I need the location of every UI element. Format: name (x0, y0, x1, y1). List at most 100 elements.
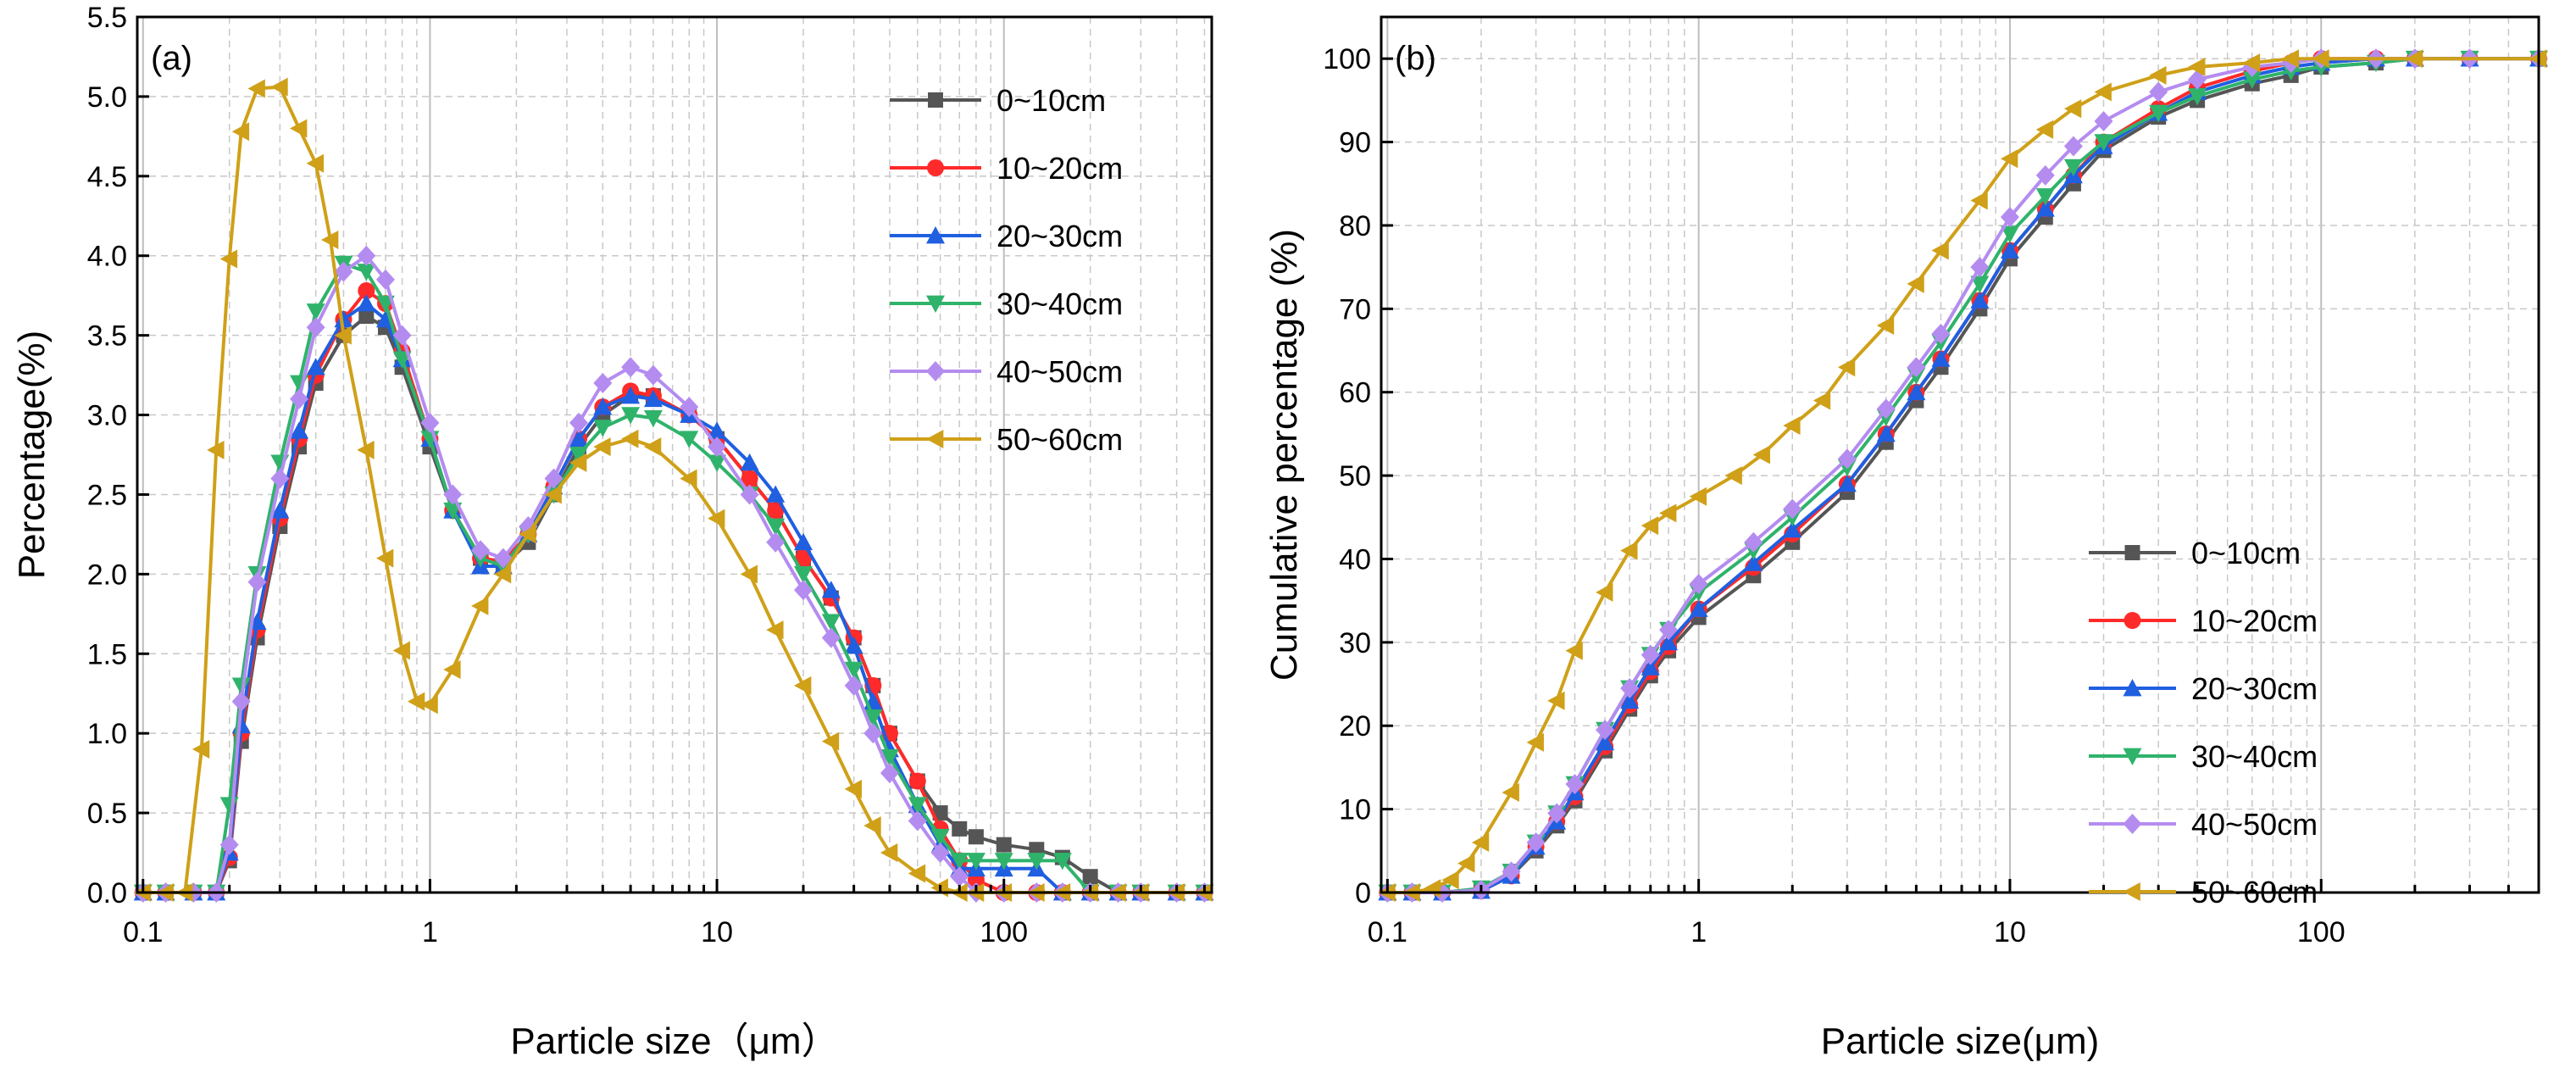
data-point-a-6 (407, 692, 425, 711)
legend-marker-a-3 (926, 226, 945, 244)
data-point-a-5 (247, 571, 267, 592)
data-point-b-6 (1970, 191, 1988, 210)
data-point-b-6 (1547, 691, 1565, 710)
legend-marker-b-2 (2124, 612, 2141, 629)
data-point-a-5 (766, 531, 786, 553)
x-tick-label-b: 10 (1994, 916, 2026, 948)
x-tick-label-b: 1 (1690, 916, 1707, 948)
legend-label-a-6: 50~60cm (997, 422, 1123, 457)
x-tick-label-a: 0.1 (123, 916, 163, 948)
legend-marker-a-5 (926, 361, 945, 381)
y-tick-label-a: 2.5 (87, 479, 127, 511)
y-tick-label-a: 2.0 (87, 559, 127, 591)
data-point-b-6 (1876, 316, 1895, 336)
x-axis-title-b: Particle size(μm) (1821, 1021, 2100, 1062)
data-point-b-6 (2149, 65, 2167, 85)
data-point-b-6 (2312, 49, 2329, 69)
data-point-a-6 (908, 864, 926, 883)
data-point-b-6 (2281, 49, 2300, 69)
data-point-b-5 (1783, 498, 1802, 520)
data-point-b-6 (2188, 58, 2206, 77)
data-point-b-5 (1596, 720, 1615, 741)
data-point-b-3 (1876, 424, 1896, 442)
legend-marker-b-3 (2123, 679, 2142, 697)
data-point-a-3 (306, 358, 325, 375)
data-point-a-5 (930, 843, 950, 864)
data-point-a-6 (621, 429, 639, 448)
data-point-a-5 (219, 834, 239, 855)
data-point-b-6 (1641, 516, 1659, 536)
data-point-a-5 (569, 412, 589, 433)
data-point-a-4 (794, 566, 813, 584)
y-axis-title-b: Cumulative percentage (%) (1263, 229, 1305, 681)
y-tick-label-b: 100 (1323, 43, 1371, 75)
data-point-a-4 (966, 853, 985, 870)
data-point-b-3 (1689, 599, 1708, 617)
data-point-b-6 (1526, 732, 1544, 752)
x-tick-label-a: 100 (980, 916, 1028, 948)
data-point-b-4 (2149, 104, 2168, 123)
data-point-a-3 (270, 501, 290, 519)
data-point-a-4 (863, 709, 883, 727)
data-point-a-6 (593, 437, 611, 457)
data-point-a-3 (290, 421, 309, 439)
data-point-a-6 (192, 739, 210, 759)
data-point-a-4 (908, 797, 927, 815)
data-point-b-5 (1907, 357, 1926, 378)
data-point-a-6 (306, 153, 325, 173)
data-point-a-4 (680, 431, 699, 448)
data-point-b-6 (1752, 445, 1770, 464)
legend-label-a-3: 20~30cm (997, 219, 1123, 253)
data-point-a-4 (950, 853, 969, 870)
data-point-b-6 (1441, 870, 1459, 890)
data-point-a-6 (375, 548, 394, 568)
data-point-a-5 (334, 261, 353, 282)
data-point-b-5 (1641, 644, 1660, 665)
data-point-b-3 (1659, 632, 1679, 651)
data-point-a-4 (357, 264, 376, 281)
y-tick-label-a: 3.0 (87, 400, 127, 432)
data-point-a-5 (950, 866, 969, 887)
data-point-a-5 (357, 245, 376, 266)
panel-label-b: (b) (1395, 40, 1436, 77)
data-point-a-1 (358, 309, 375, 325)
chart-panel-b: 0 10 20 30 40 50 60 70 80 90 100 0.1 1 10 100 Particle … (1263, 15, 2548, 1062)
data-point-a-5 (471, 540, 491, 561)
data-point-a-2 (358, 282, 375, 300)
data-point-b-5 (2094, 110, 2113, 131)
data-point-a-5 (270, 468, 290, 489)
data-point-a-5 (740, 484, 759, 505)
data-point-a-6 (708, 509, 725, 528)
data-point-b-3 (1837, 474, 1857, 492)
data-point-b-6 (1620, 541, 1638, 560)
data-point-b-6 (1931, 241, 1949, 260)
y-tick-label-a: 4.0 (87, 241, 127, 273)
data-point-a-4 (821, 614, 841, 631)
data-point-b-5 (1837, 448, 1857, 470)
data-point-a-5 (794, 580, 813, 601)
data-point-b-5 (2063, 136, 2083, 157)
data-point-b-5 (1502, 861, 1521, 882)
data-point-b-5 (1931, 323, 1951, 344)
data-point-b-5 (1547, 803, 1567, 824)
data-point-a-4 (569, 447, 589, 464)
y-tick-label-a: 3.5 (87, 320, 127, 353)
data-point-b-3 (1783, 520, 1802, 538)
data-point-a-4 (231, 677, 251, 695)
data-point-a-3 (569, 429, 589, 448)
data-point-a-4 (643, 409, 663, 428)
legend-label-b-2: 10~20cm (2191, 603, 2318, 638)
legend-label-b-5: 40~50cm (2191, 807, 2318, 842)
data-point-a-6 (821, 731, 840, 751)
chart-panel-a: 0.0 0.5 1.0 1.5 2.0 2.5 3.0 3.5 4.0 4.5 5.0 5.5 0.1 1… (11, 2, 1214, 1062)
data-point-a-5 (908, 810, 927, 831)
data-point-b-6 (2035, 120, 2054, 139)
plot-frame-a (136, 15, 1213, 894)
y-tick-label-b: 0 (1355, 877, 1371, 909)
legend-marker-b-5 (2123, 814, 2142, 834)
legend-label-a-5: 40~50cm (997, 354, 1123, 389)
y-axis-title-a: Percentage(%) (11, 331, 53, 579)
data-point-a-6 (794, 676, 812, 695)
y-tick-label-b: 90 (1339, 127, 1371, 159)
